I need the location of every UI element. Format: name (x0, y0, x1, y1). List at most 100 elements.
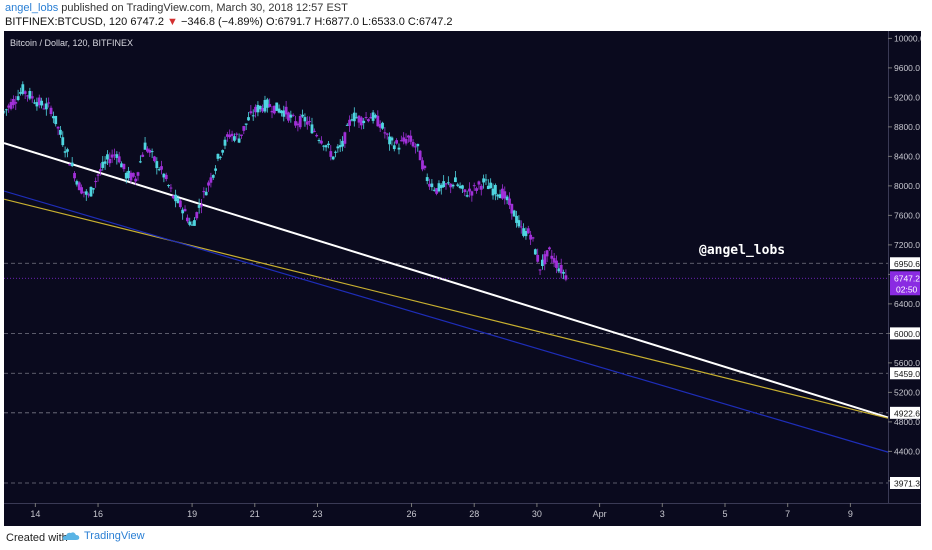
candle-body (167, 185, 170, 187)
tradingview-label: TradingView (84, 530, 145, 542)
y-tick-label: 8000.0 (894, 181, 920, 191)
candle-body (207, 182, 210, 186)
candle-body (533, 249, 537, 255)
candle-body (127, 170, 131, 179)
candle-body (385, 133, 389, 135)
candle-body (484, 179, 488, 181)
candle-body (106, 154, 109, 160)
candle-body (4, 109, 8, 111)
candle-body (451, 184, 455, 187)
candle-body (364, 117, 368, 119)
candle-body (56, 126, 60, 129)
candle-body (54, 115, 58, 125)
candle-body (254, 106, 257, 113)
candle-body (120, 163, 123, 168)
tradingview-link[interactable]: TradingView (62, 530, 145, 542)
candle-body (406, 135, 410, 138)
candle-body (211, 175, 215, 178)
price-chart[interactable]: Bitcoin / Dollar, 120, BITFINEX10000.096… (4, 31, 921, 526)
candle-body (404, 138, 408, 144)
candle-body (66, 149, 69, 152)
candle-body (87, 194, 91, 196)
candle-body (402, 137, 406, 142)
candle-body (555, 260, 558, 268)
candle-body (350, 119, 354, 121)
candle-body (237, 138, 241, 143)
candle-body (435, 188, 438, 194)
price-level-tag (890, 257, 920, 270)
y-tick-label: 4400.0 (894, 446, 920, 456)
candle-body (202, 190, 206, 193)
candle-body (517, 220, 521, 227)
candle-body (496, 194, 500, 197)
author-link[interactable]: angel_lobs (5, 2, 59, 14)
candle-body (89, 186, 93, 197)
candle-body (477, 181, 481, 185)
candle-body (540, 259, 544, 266)
candle-body (33, 102, 36, 104)
candle-body (367, 119, 370, 122)
candle-body (225, 134, 229, 137)
candle-body (129, 172, 133, 181)
candle-body (432, 189, 436, 191)
candle-body (247, 117, 250, 121)
candle-body (324, 145, 328, 148)
y-tick-label: 7200.0 (894, 240, 920, 250)
y-tick-label: 9200.0 (894, 92, 920, 102)
candle-body (258, 105, 262, 110)
candle-body (77, 182, 81, 191)
candle-body (256, 104, 260, 113)
candle-body (96, 174, 100, 176)
x-tick-label: 21 (250, 509, 260, 519)
y-tick-label: 7600.0 (894, 210, 920, 220)
candle-body (117, 156, 121, 163)
candle-body (322, 145, 326, 147)
ohlc-values: O:6791.7 H:6877.0 L:6533.0 C:6747.2 (266, 16, 453, 28)
candle-body (465, 195, 469, 197)
candle-body (327, 143, 330, 145)
publish-header: angel_lobs published on TradingView.com,… (0, 0, 932, 32)
candle-body (261, 108, 265, 112)
x-tick-label: 19 (187, 509, 197, 519)
candle-body (190, 224, 194, 226)
candle-body (442, 181, 446, 188)
candle-body (545, 250, 549, 257)
candle-body (150, 151, 154, 153)
candle-body (59, 129, 62, 135)
candle-body (124, 172, 128, 179)
candle-body (355, 117, 359, 119)
candle-body (44, 103, 48, 110)
candle-body (134, 178, 138, 182)
chart-canvas[interactable]: Bitcoin / Dollar, 120, BITFINEX10000.096… (4, 31, 921, 526)
candle-body (446, 182, 450, 184)
candle-body (486, 185, 490, 190)
candle-body (23, 91, 27, 94)
candle-body (108, 158, 112, 164)
candle-body (223, 139, 227, 146)
candle-body (550, 255, 554, 259)
down-arrow-icon: ▼ (167, 16, 178, 28)
candle-body (526, 228, 530, 234)
candle-body (98, 169, 102, 172)
candle-body (378, 124, 382, 128)
candle-body (341, 140, 344, 147)
candle-body (138, 161, 142, 163)
candle-body (479, 185, 483, 190)
candle-body (157, 169, 161, 171)
candle-body (216, 153, 220, 159)
candle-body (552, 258, 556, 263)
candles (4, 81, 568, 282)
candle-body (470, 191, 474, 196)
created-with-text: Created with (6, 532, 68, 544)
candle-body (148, 149, 152, 153)
candle-body (82, 191, 86, 193)
chart-title: Bitcoin / Dollar, 120, BITFINEX (10, 38, 133, 48)
price-level-tag (890, 327, 920, 340)
countdown-label: 02:50 (896, 284, 918, 294)
candle-body (244, 123, 248, 125)
candle-body (301, 114, 304, 117)
candle-body (397, 147, 401, 150)
y-tick-label: 8800.0 (894, 122, 920, 132)
candle-body (183, 208, 187, 212)
candle-body (376, 115, 380, 127)
